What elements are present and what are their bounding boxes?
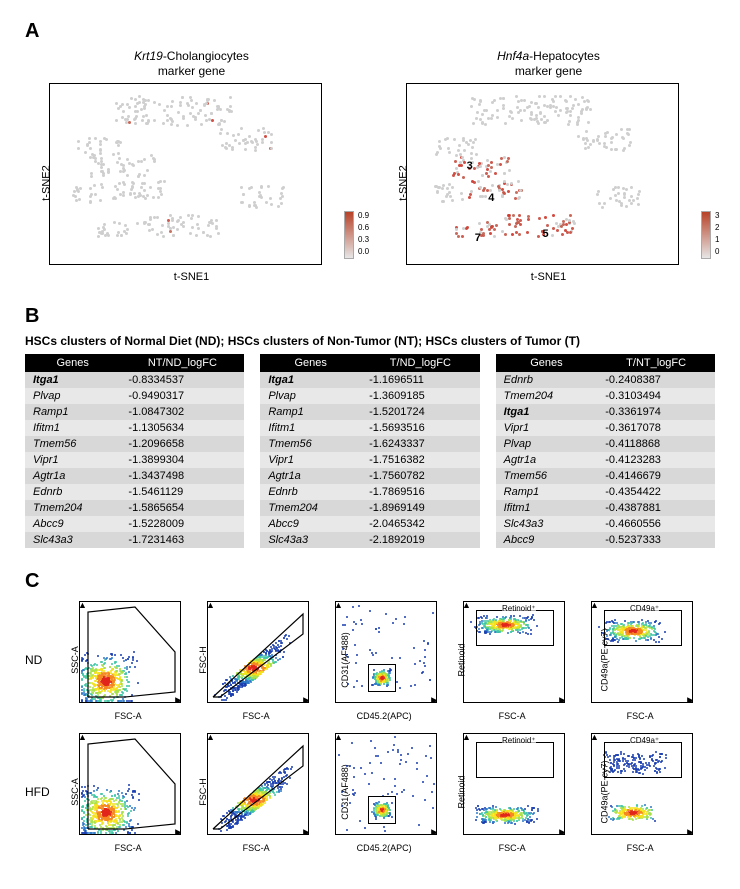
table-row: Plvap-1.3609185 <box>260 388 479 404</box>
gene-table: GenesT/ND_logFCItga1-1.1696511Plvap-1.36… <box>260 354 479 548</box>
table-row: Agtr1a-0.4123283 <box>496 452 715 468</box>
facs-plot: FSC-HFSC-A▲▶ <box>189 731 311 853</box>
facs-plot: CD49a(PE-cy7)FSC-A▲▶CD49a⁺ <box>573 731 695 853</box>
facs-xlabel: CD45.2(APC) <box>357 843 412 853</box>
cluster-label: 7 <box>475 232 481 244</box>
tsne-plot: 3 4 7 5 <box>406 83 679 265</box>
table-row: Ifitm1-1.1305634 <box>25 420 244 436</box>
gate-label: CD49a⁺ <box>630 736 659 745</box>
panel-b: HSCs clusters of Normal Diet (ND); HSCs … <box>25 334 715 548</box>
panel-b-label: B <box>25 305 715 328</box>
table-row: Ednrb-1.7869516 <box>260 484 479 500</box>
table-row: Abcc9-1.5228009 <box>25 516 244 532</box>
table-row: Plvap-0.9490317 <box>25 388 244 404</box>
table-row: Ramp1-1.5201724 <box>260 404 479 420</box>
facs-plot: CD31(AF488)CD45.2(APC)▲▶ <box>317 731 439 853</box>
facs-xlabel: FSC-A <box>627 843 654 853</box>
facs-xlabel: FSC-A <box>115 711 142 721</box>
panel-a-label: A <box>25 20 715 43</box>
table-header: NT/ND_logFC <box>120 354 244 372</box>
table-header: Genes <box>496 354 598 372</box>
tsne-xlabel: t-SNE1 <box>174 271 209 283</box>
facs-xlabel: FSC-A <box>627 711 654 721</box>
gate-label: CD49a⁺ <box>630 604 659 613</box>
table-row: Tmem56-0.4146679 <box>496 468 715 484</box>
tsne-title: Krt19-Cholangiocytesmarker gene <box>25 49 358 79</box>
gate-rect <box>476 742 554 778</box>
table-header: Genes <box>260 354 361 372</box>
table-row: Ramp1-0.4354422 <box>496 484 715 500</box>
gate-rect <box>604 610 682 646</box>
facs-plot: CD31(AF488)CD45.2(APC)▲▶ <box>317 599 439 721</box>
facs-xlabel: FSC-A <box>115 843 142 853</box>
panel-c-label: C <box>25 570 715 593</box>
facs-xlabel: FSC-A <box>499 843 526 853</box>
table-row: Ednrb-1.5461129 <box>25 484 244 500</box>
table-row: Abcc9-2.0465342 <box>260 516 479 532</box>
facs-plot: RetinoidFSC-A▲▶Retinoid⁺ <box>445 599 567 721</box>
table-row: Ednrb-0.2408387 <box>496 372 715 388</box>
facs-plot: CD49a(PE-cy7)FSC-A▲▶CD49a⁺ <box>573 599 695 721</box>
table-row: Tmem56-1.6243337 <box>260 436 479 452</box>
cluster-label: 5 <box>543 228 549 240</box>
colorbar: 3210 <box>701 211 711 261</box>
table-row: Tmem204-0.3103494 <box>496 388 715 404</box>
gene-table: GenesNT/ND_logFCItga1-0.8334537Plvap-0.9… <box>25 354 244 548</box>
table-row: Ifitm1-0.4387881 <box>496 500 715 516</box>
tsne-xlabel: t-SNE1 <box>531 271 566 283</box>
tsne-title: Hnf4a-Hepatocytesmarker gene <box>382 49 715 79</box>
table-row: Itga1-0.3361974 <box>496 404 715 420</box>
facs-xlabel: CD45.2(APC) <box>357 711 412 721</box>
facs-xlabel: FSC-A <box>243 711 270 721</box>
gate-rect <box>476 610 554 646</box>
gene-table: GenesT/NT_logFCEdnrb-0.2408387Tmem204-0.… <box>496 354 715 548</box>
table-row: Itga1-0.8334537 <box>25 372 244 388</box>
facs-xlabel: FSC-A <box>499 711 526 721</box>
tables-title: HSCs clusters of Normal Diet (ND); HSCs … <box>25 334 715 348</box>
tsne-plot <box>49 83 322 265</box>
facs-row-label: ND <box>25 653 55 667</box>
facs-plot: RetinoidFSC-A▲▶Retinoid⁺ <box>445 731 567 853</box>
gate-label: Retinoid⁺ <box>502 736 536 745</box>
table-header: T/NT_logFC <box>597 354 715 372</box>
gate-label: Retinoid⁺ <box>502 604 536 613</box>
facs-plot: FSC-HFSC-A▲▶ <box>189 599 311 721</box>
table-row: Tmem204-1.5865654 <box>25 500 244 516</box>
table-row: Tmem204-1.8969149 <box>260 500 479 516</box>
table-row: Vipr1-1.7516382 <box>260 452 479 468</box>
facs-row-label: HFD <box>25 785 55 799</box>
table-row: Ifitm1-1.5693516 <box>260 420 479 436</box>
table-row: Vipr1-0.3617078 <box>496 420 715 436</box>
table-header: T/ND_logFC <box>361 354 480 372</box>
colorbar: 0.90.60.30.0 <box>344 211 354 261</box>
table-row: Plvap-0.4118868 <box>496 436 715 452</box>
facs-plot: SSC-AFSC-A▲▶ <box>61 731 183 853</box>
gate-rect <box>604 742 682 778</box>
cluster-label: 3 <box>467 160 473 172</box>
table-row: Tmem56-1.2096658 <box>25 436 244 452</box>
table-row: Ramp1-1.0847302 <box>25 404 244 420</box>
table-header: Genes <box>25 354 120 372</box>
table-row: Vipr1-1.3899304 <box>25 452 244 468</box>
table-row: Agtr1a-1.7560782 <box>260 468 479 484</box>
panel-c: ND SSC-AFSC-A▲▶FSC-HFSC-A▲▶CD31(AF488)CD4… <box>25 599 715 853</box>
facs-plot: SSC-AFSC-A▲▶ <box>61 599 183 721</box>
table-row: Slc43a3-2.1892019 <box>260 532 479 548</box>
gate-rect <box>368 664 396 692</box>
facs-xlabel: FSC-A <box>243 843 270 853</box>
table-row: Itga1-1.1696511 <box>260 372 479 388</box>
table-row: Slc43a3-1.7231463 <box>25 532 244 548</box>
table-row: Abcc9-0.5237333 <box>496 532 715 548</box>
table-row: Slc43a3-0.4660556 <box>496 516 715 532</box>
cluster-label: 4 <box>488 192 494 204</box>
panel-a: Krt19-Cholangiocytesmarker genet-SNE2t-S… <box>25 49 715 283</box>
gate-rect <box>368 796 396 824</box>
table-row: Agtr1a-1.3437498 <box>25 468 244 484</box>
